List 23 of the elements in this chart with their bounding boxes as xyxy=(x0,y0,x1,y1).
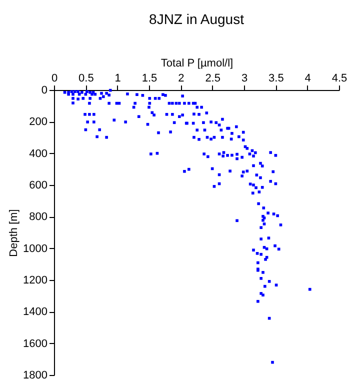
y-axis-title: Depth [m] xyxy=(8,209,20,257)
x-tick-label: 1 xyxy=(114,72,121,84)
y-tick-label: 400 xyxy=(29,148,48,160)
y-tick-label: 800 xyxy=(29,211,48,224)
x-tick-label: 0 xyxy=(51,72,58,84)
y-tick-label: 1000 xyxy=(23,242,48,255)
y-tick-label: 1200 xyxy=(23,274,48,286)
x-tick-label: 3 xyxy=(241,72,248,84)
y-tick-label: 0 xyxy=(41,84,48,96)
x-tick-label: 2 xyxy=(178,72,184,84)
chart-title: 8JNZ in August xyxy=(149,11,244,27)
y-tick-label: 1600 xyxy=(23,338,48,350)
y-tick-label: 1400 xyxy=(23,306,48,318)
x-tick-label: 1.5 xyxy=(142,72,158,84)
x-tick-label: 2.5 xyxy=(205,72,220,84)
y-tick-label: 1800 xyxy=(23,370,48,382)
y-tick-label: 600 xyxy=(29,180,48,192)
x-tick-label: 4 xyxy=(304,72,311,84)
x-tick-label: 0.5 xyxy=(78,72,94,84)
x-tick-label: 3.5 xyxy=(268,72,284,84)
x-axis-title: Total P [µmol/l] xyxy=(160,58,234,70)
x-tick-label: 4.5 xyxy=(332,72,348,84)
y-tick-label: 200 xyxy=(29,116,48,128)
